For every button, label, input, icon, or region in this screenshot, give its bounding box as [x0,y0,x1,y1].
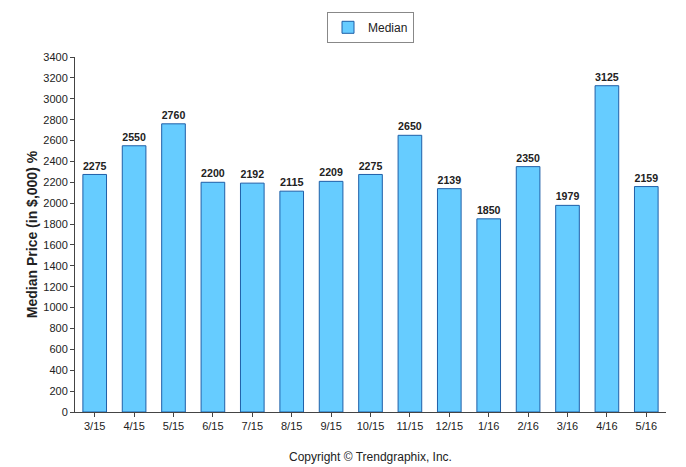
svg-text:7/15: 7/15 [242,420,263,432]
svg-text:Median: Median [368,21,407,35]
svg-text:2650: 2650 [398,120,422,132]
svg-text:2200: 2200 [201,167,225,179]
svg-text:2115: 2115 [280,176,304,188]
svg-text:6/15: 6/15 [202,420,223,432]
svg-text:2192: 2192 [240,168,264,180]
svg-text:200: 200 [49,385,67,397]
svg-text:4/16: 4/16 [596,420,617,432]
svg-text:8/15: 8/15 [281,420,302,432]
svg-text:400: 400 [49,364,67,376]
svg-text:2275: 2275 [359,160,383,172]
svg-text:2350: 2350 [516,152,540,164]
svg-text:2/16: 2/16 [517,420,538,432]
svg-text:2550: 2550 [122,131,146,143]
svg-text:3125: 3125 [595,71,619,83]
svg-text:2760: 2760 [162,109,186,121]
svg-text:1800: 1800 [43,218,67,230]
svg-text:2275: 2275 [83,160,107,172]
svg-text:2600: 2600 [43,134,67,146]
svg-text:3400: 3400 [43,51,67,63]
svg-text:5/15: 5/15 [163,420,184,432]
svg-text:3000: 3000 [43,93,67,105]
svg-text:2139: 2139 [437,174,461,186]
svg-text:12/15: 12/15 [436,420,464,432]
svg-text:3200: 3200 [43,72,67,84]
svg-text:3/15: 3/15 [84,420,105,432]
svg-text:2800: 2800 [43,114,67,126]
svg-text:3/16: 3/16 [557,420,578,432]
svg-text:1000: 1000 [43,301,67,313]
svg-text:1400: 1400 [43,260,67,272]
svg-text:10/15: 10/15 [357,420,385,432]
svg-text:1850: 1850 [477,204,501,216]
svg-text:5/16: 5/16 [636,420,657,432]
svg-text:2159: 2159 [634,172,658,184]
svg-text:0: 0 [62,406,68,418]
svg-text:Median Price (in $,000) %: Median Price (in $,000) % [24,150,40,318]
svg-text:2400: 2400 [43,155,67,167]
svg-text:2200: 2200 [43,176,67,188]
svg-text:800: 800 [49,322,67,334]
svg-text:1200: 1200 [43,281,67,293]
svg-text:2000: 2000 [43,197,67,209]
svg-text:1979: 1979 [556,190,580,202]
svg-text:2209: 2209 [319,166,343,178]
svg-text:11/15: 11/15 [397,420,424,432]
svg-text:4/15: 4/15 [123,420,144,432]
svg-text:600: 600 [49,343,67,355]
svg-text:Copyright © Trendgraphix, Inc.: Copyright © Trendgraphix, Inc. [289,450,452,464]
svg-text:1600: 1600 [43,239,67,251]
svg-text:9/15: 9/15 [320,420,341,432]
svg-text:1/16: 1/16 [478,420,499,432]
